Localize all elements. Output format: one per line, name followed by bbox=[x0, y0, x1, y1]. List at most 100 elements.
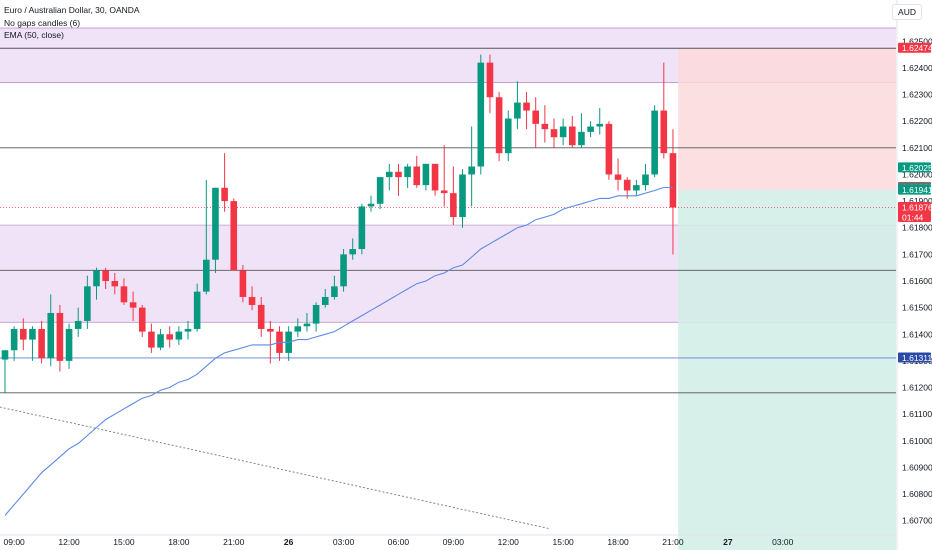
candle-bearish[interactable] bbox=[129, 302, 137, 308]
candle-bearish[interactable] bbox=[495, 97, 503, 154]
price-tag[interactable] bbox=[898, 162, 931, 173]
candle-bearish[interactable] bbox=[138, 307, 146, 332]
candle-bullish[interactable] bbox=[157, 334, 164, 348]
candle-bearish[interactable] bbox=[38, 328, 45, 359]
candle-bearish[interactable] bbox=[669, 153, 677, 208]
price-tag[interactable] bbox=[898, 201, 931, 222]
currency-button[interactable]: AUD bbox=[892, 4, 922, 20]
candle-bullish[interactable] bbox=[193, 291, 201, 329]
candle-bullish[interactable] bbox=[312, 304, 320, 324]
candle-bearish[interactable] bbox=[395, 171, 402, 178]
price-tick-label: 1.62500 bbox=[902, 36, 932, 46]
candle-bullish[interactable] bbox=[1, 350, 9, 360]
candle-bearish[interactable] bbox=[605, 123, 613, 175]
candle-bearish[interactable] bbox=[569, 126, 576, 146]
candle-bearish[interactable] bbox=[148, 331, 155, 348]
candle-bullish[interactable] bbox=[184, 328, 192, 332]
candle-bullish[interactable] bbox=[331, 286, 338, 297]
candle-bullish[interactable] bbox=[10, 328, 18, 351]
candle-bearish[interactable] bbox=[413, 166, 421, 186]
candle-bullish[interactable] bbox=[47, 312, 55, 359]
candle-bullish[interactable] bbox=[422, 163, 430, 186]
price-tag[interactable] bbox=[898, 184, 931, 195]
symbol-title[interactable]: Euro / Australian Dollar, 30, OANDA bbox=[4, 5, 140, 15]
candle-bearish[interactable] bbox=[230, 201, 238, 271]
time-tick-label: 26 bbox=[284, 537, 294, 547]
candle-bearish[interactable] bbox=[660, 110, 668, 154]
candle-bullish[interactable] bbox=[477, 62, 485, 167]
candle-bullish[interactable] bbox=[559, 126, 567, 138]
candle-bullish[interactable] bbox=[587, 126, 594, 132]
candle-bearish[interactable] bbox=[257, 304, 265, 329]
time-tick-label: 09:00 bbox=[4, 537, 26, 547]
candle-bearish[interactable] bbox=[541, 123, 549, 130]
candle-bearish[interactable] bbox=[20, 328, 27, 340]
candle-bearish[interactable] bbox=[486, 62, 494, 98]
candle-bullish[interactable] bbox=[504, 118, 512, 154]
candle-bearish[interactable] bbox=[166, 334, 173, 340]
dotted-trend-line[interactable] bbox=[0, 406, 550, 530]
candle-bullish[interactable] bbox=[321, 296, 329, 305]
price-tag[interactable] bbox=[898, 42, 931, 53]
countdown-label: 01:44 bbox=[902, 212, 924, 222]
candle-bearish[interactable] bbox=[102, 270, 109, 281]
candle-bearish[interactable] bbox=[248, 296, 256, 305]
candle-bearish[interactable] bbox=[623, 179, 631, 191]
candle-bullish[interactable] bbox=[514, 102, 521, 119]
candle-bearish[interactable] bbox=[431, 163, 439, 191]
indicator-ema[interactable]: EMA (50, close) bbox=[4, 30, 64, 40]
indicator-no-gaps[interactable]: No gaps candles (6) bbox=[4, 17, 81, 28]
candle-bearish[interactable] bbox=[440, 190, 448, 194]
candle-bearish[interactable] bbox=[221, 187, 228, 202]
candle-bearish[interactable] bbox=[120, 286, 128, 303]
candle-bullish[interactable] bbox=[93, 270, 100, 287]
candle-bullish[interactable] bbox=[212, 187, 219, 260]
time-tick-label: 27 bbox=[723, 537, 733, 547]
candle-bullish[interactable] bbox=[367, 203, 375, 207]
time-tick-label: 18:00 bbox=[607, 537, 629, 547]
candle-bullish[interactable] bbox=[349, 249, 356, 255]
candle-bullish[interactable] bbox=[175, 331, 183, 340]
candle-bearish[interactable] bbox=[614, 174, 622, 180]
candle-bullish[interactable] bbox=[203, 259, 210, 292]
candle-bullish[interactable] bbox=[386, 171, 393, 178]
time-tick-label: 06:00 bbox=[388, 537, 410, 547]
candle-bullish[interactable] bbox=[303, 323, 311, 327]
price-tag-label: 1.62474 bbox=[902, 43, 932, 53]
candle-bullish[interactable] bbox=[74, 320, 82, 329]
candle-bullish[interactable] bbox=[633, 185, 640, 191]
candle-bullish[interactable] bbox=[468, 166, 475, 175]
candle-bullish[interactable] bbox=[294, 326, 302, 332]
candle-bullish[interactable] bbox=[84, 286, 91, 321]
candle-bearish[interactable] bbox=[532, 110, 539, 124]
candle-bearish[interactable] bbox=[56, 312, 64, 361]
price-tick-label: 1.61100 bbox=[902, 409, 932, 419]
candle-bullish[interactable] bbox=[651, 110, 658, 175]
take-profit-zone[interactable] bbox=[678, 190, 896, 550]
overlay-layer bbox=[0, 186, 673, 530]
ema-line[interactable] bbox=[4, 186, 673, 516]
candle-bullish[interactable] bbox=[459, 174, 466, 218]
candle-bullish[interactable] bbox=[65, 328, 73, 361]
candle-bearish[interactable] bbox=[450, 193, 457, 218]
candles-layer bbox=[1, 54, 677, 393]
candle-bullish[interactable] bbox=[578, 131, 585, 146]
stop-loss-zone[interactable] bbox=[678, 48, 896, 191]
candle-bearish[interactable] bbox=[267, 328, 274, 332]
candle-bearish[interactable] bbox=[111, 281, 119, 287]
candle-bullish[interactable] bbox=[404, 166, 411, 178]
time-tick-label: 12:00 bbox=[498, 537, 520, 547]
price-tag-label: 1.61876 bbox=[902, 202, 932, 212]
candle-bullish[interactable] bbox=[642, 174, 649, 186]
candle-bullish[interactable] bbox=[340, 254, 347, 287]
price-tick-label: 1.61200 bbox=[902, 383, 932, 393]
candle-bullish[interactable] bbox=[358, 206, 366, 250]
candle-bullish[interactable] bbox=[596, 123, 604, 127]
candle-bearish[interactable] bbox=[550, 129, 558, 138]
candle-bearish[interactable] bbox=[239, 270, 247, 297]
candle-bullish[interactable] bbox=[29, 328, 36, 340]
price-tag[interactable] bbox=[898, 352, 931, 363]
candle-bullish[interactable] bbox=[376, 177, 384, 204]
candle-bearish[interactable] bbox=[523, 102, 530, 111]
